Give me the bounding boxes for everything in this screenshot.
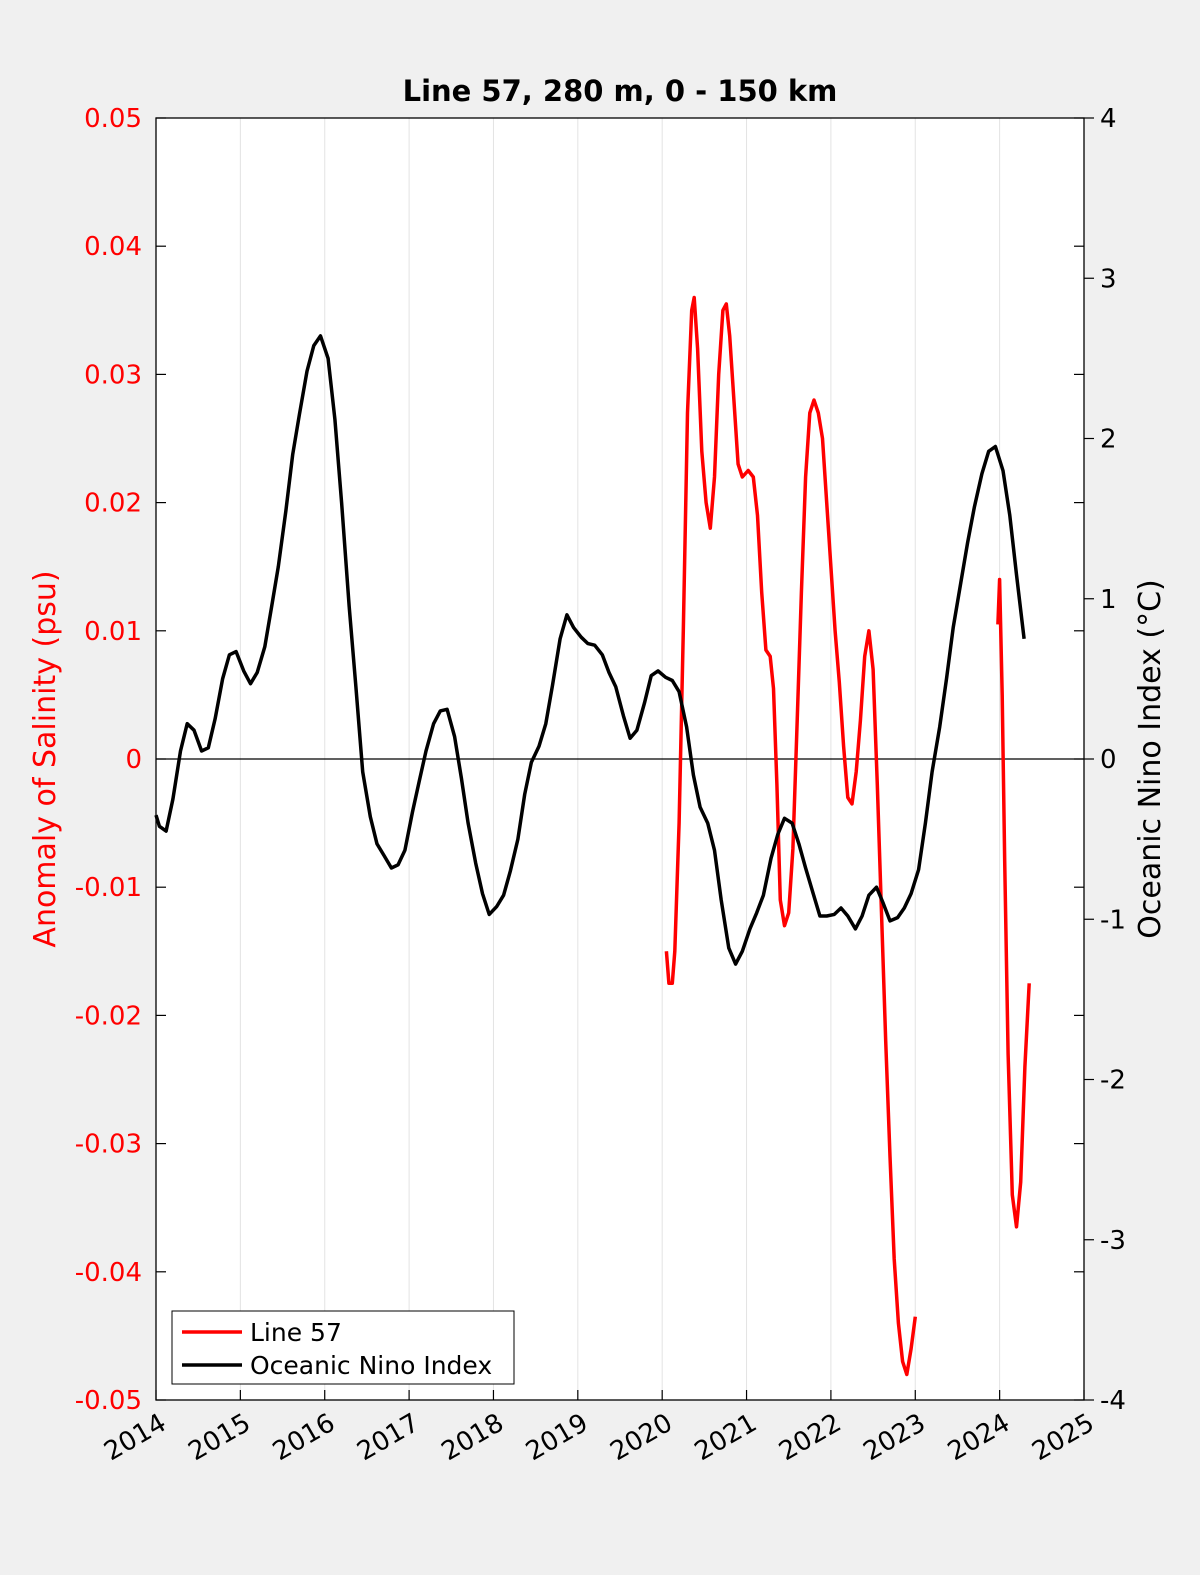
left-tick-label: 0.05 — [84, 104, 142, 134]
left-tick-label: -0.04 — [75, 1258, 142, 1288]
left-tick-label: 0 — [125, 745, 142, 775]
left-tick-label: 0.01 — [84, 617, 142, 647]
left-tick-label: 0.04 — [84, 232, 142, 262]
left-axis-title: Anomaly of Salinity (psu) — [28, 570, 63, 947]
right-axis-title: Oceanic Nino Index (°C) — [1133, 579, 1168, 939]
series-line-57-segment-2 — [996, 577, 1031, 1229]
left-tick-label: 0.02 — [84, 489, 142, 519]
right-tick-label: -3 — [1100, 1226, 1126, 1256]
left-tick-label: -0.02 — [75, 1001, 142, 1031]
left-tick-label: -0.03 — [75, 1130, 142, 1160]
series-line-57-segment-1 — [664, 295, 918, 1377]
left-axis: -0.05 -0.04 -0.03 -0.02 -0.01 0 0.01 0.02 0.03 0.… — [75, 104, 1084, 1416]
right-axis: -4 -3 -2 -1 0 1 2 3 4 — [1084, 104, 1126, 1416]
series-layer — [154, 295, 1031, 1377]
legend: Line 57 Oceanic Nino Index — [171, 1310, 515, 1385]
legend-label-line-57: Line 57 — [250, 1318, 342, 1347]
right-tick-label: 4 — [1100, 104, 1117, 134]
right-tick-label: 2 — [1100, 425, 1117, 455]
right-tick-label: 0 — [1100, 745, 1117, 775]
series-oceanic-nino-index — [154, 334, 1026, 966]
chart-title: Line 57, 280 m, 0 - 150 km — [403, 74, 838, 108]
legend-box — [171, 1310, 515, 1385]
left-tick-label: -0.01 — [75, 873, 142, 903]
right-tick-label: -4 — [1100, 1386, 1126, 1416]
legend-label-oni: Oceanic Nino Index — [250, 1351, 492, 1380]
left-tick-label: 0.03 — [84, 360, 142, 390]
right-tick-label: -1 — [1100, 905, 1126, 935]
right-tick-label: 3 — [1100, 264, 1117, 294]
right-tick-label: 1 — [1100, 585, 1117, 615]
right-tick-label: -2 — [1100, 1066, 1126, 1096]
left-tick-label: -0.05 — [75, 1386, 142, 1416]
